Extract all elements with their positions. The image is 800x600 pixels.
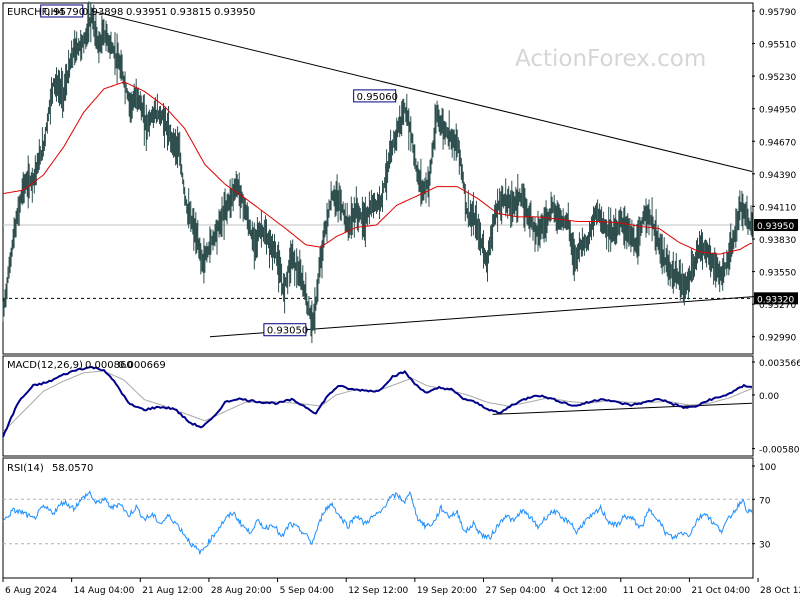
x-tick-label: 19 Sep 20:00 xyxy=(417,586,477,596)
rsi-panel: 100 70 30 RSI(14) 58.0570 xyxy=(2,457,776,579)
price-y-axis: 0.95790 0.95510 0.95230 0.94950 0.94670 0.943… xyxy=(752,8,798,344)
x-tick-label: 5 Sep 04:00 xyxy=(280,586,335,596)
macd-y-tick-label: 0.003566 xyxy=(759,359,800,369)
macd-panel: 0.003566 0.00 -0.005805 MACD(12,26,9) 0.00… xyxy=(2,355,800,457)
price-y-tick-label: 0.92990 xyxy=(759,334,796,344)
price-panel-frame xyxy=(2,2,754,355)
rsi-y-tick-label: 30 xyxy=(759,541,771,551)
macd-series xyxy=(2,365,753,438)
support-level-tag: 0.93320 xyxy=(757,295,794,305)
macd-y-axis: 0.003566 0.00 -0.005805 xyxy=(752,359,800,456)
x-tick-label: 21 Aug 12:00 xyxy=(142,586,203,596)
rsi-levels xyxy=(3,498,752,545)
price-y-tick-label: 0.95790 xyxy=(759,8,796,18)
x-tick-label: 4 Oct 12:00 xyxy=(554,586,607,596)
moving-average-line xyxy=(2,81,752,255)
peak-label-2: 0.93050 xyxy=(267,326,308,337)
x-tick-label: 12 Sep 12:00 xyxy=(348,586,408,596)
price-y-tick-label: 0.94670 xyxy=(759,138,796,148)
price-trendline-0 xyxy=(91,10,753,173)
macd-y-tick-label: 0.00 xyxy=(759,392,779,402)
macd-trendline-0 xyxy=(492,402,753,415)
rsi-header-name: RSI(14) xyxy=(7,463,44,474)
rsi-series xyxy=(2,489,753,555)
price-header-low: 0.93815 xyxy=(170,7,211,18)
macd-header-name: MACD(12,26,9) xyxy=(7,360,83,371)
rsi-panel-frame xyxy=(2,457,754,579)
price-y-tick-label: 0.94950 xyxy=(759,106,796,116)
peak-label-box-1 xyxy=(353,89,397,103)
price-peak-labels: 0.95790 0.95060 0.93050 xyxy=(40,4,398,337)
macd-line xyxy=(2,365,753,438)
peak-label-0: 0.95790 xyxy=(44,7,85,18)
macd-y-tick-label: -0.005805 xyxy=(759,446,800,456)
price-header-symbol: EURCHF,H4 xyxy=(7,7,64,18)
rsi-header-value: 58.0570 xyxy=(52,463,93,474)
price-y-tick-label: 0.93550 xyxy=(759,269,796,279)
price-panel: ActionForex.com 0.95790 0.95060 0.93050 0.… xyxy=(2,1,798,355)
peak-label-1: 0.95060 xyxy=(357,92,398,103)
rsi-y-tick-label: 70 xyxy=(759,496,771,506)
price-header-close: 0.93950 xyxy=(214,7,255,18)
price-header-open: 0.93898 xyxy=(82,7,123,18)
macd-trendline xyxy=(492,402,753,415)
x-tick-label: 14 Aug 04:00 xyxy=(74,586,135,596)
macd-header-value: 0.000860 xyxy=(85,360,133,371)
x-tick-label: 27 Sep 04:00 xyxy=(485,586,545,596)
peak-label-box-0 xyxy=(40,4,84,18)
macd-panel-frame xyxy=(2,355,754,457)
rsi-line xyxy=(2,489,753,555)
time-x-axis: 6 Aug 2024 14 Aug 04:00 21 Aug 12:00 28 Aug… xyxy=(2,578,800,596)
macd-header-signal: 0.000669 xyxy=(118,360,166,371)
rsi-y-tick-label: 100 xyxy=(759,463,776,473)
x-tick-label: 28 Aug 20:00 xyxy=(211,586,272,596)
current-price-tag-box xyxy=(754,219,798,232)
x-tick-label: 21 Oct 04:00 xyxy=(691,586,750,596)
rsi-y-axis: 100 70 30 xyxy=(752,463,776,551)
price-y-tick-label: 0.93270 xyxy=(759,301,796,311)
x-tick-label: 11 Oct 20:00 xyxy=(623,586,682,596)
support-level-tag-box xyxy=(754,292,798,305)
watermark: ActionForex.com xyxy=(515,46,706,72)
peak-label-box-2 xyxy=(263,323,307,337)
x-tick-label: 28 Oct 12:00 xyxy=(760,586,800,596)
current-price-tag: 0.93950 xyxy=(757,222,794,232)
price-header-high: 0.93951 xyxy=(126,7,167,18)
price-y-tick-label: 0.95230 xyxy=(759,73,796,83)
price-y-tick-label: 0.94110 xyxy=(759,203,796,213)
price-bars xyxy=(2,1,753,343)
price-y-tick-label: 0.95510 xyxy=(759,41,796,51)
price-y-tick-label: 0.94390 xyxy=(759,171,796,181)
price-series xyxy=(2,1,753,343)
price-y-tick-label: 0.93830 xyxy=(759,236,796,246)
x-tick-label: 6 Aug 2024 xyxy=(5,586,57,596)
